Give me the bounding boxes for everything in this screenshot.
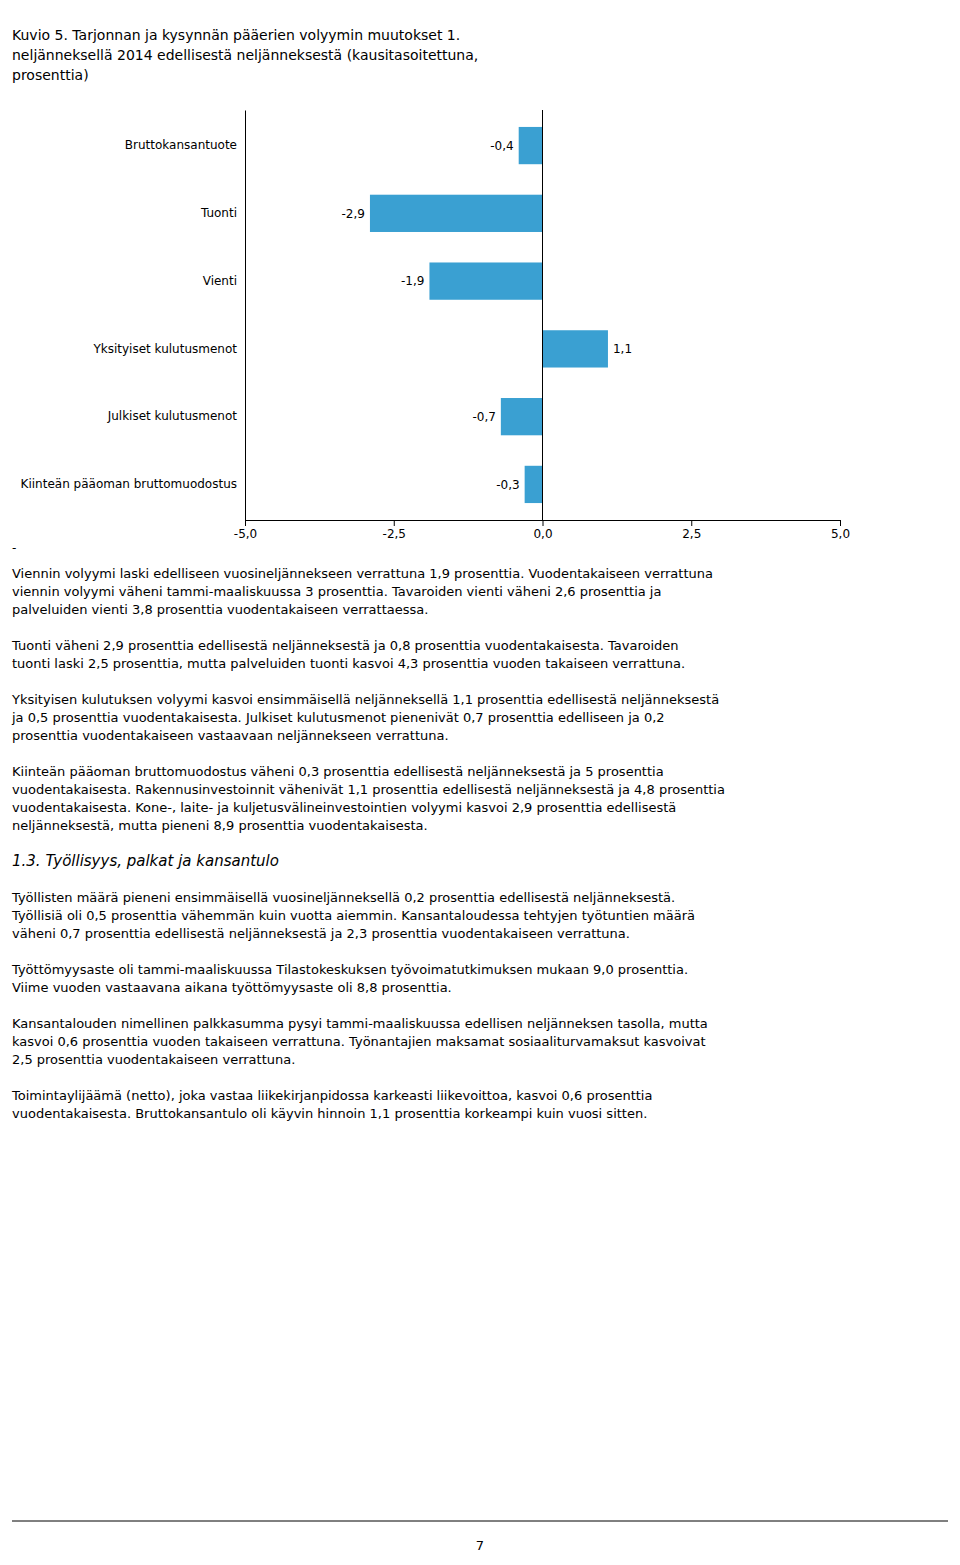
category-label: Julkiset kulutusmenot [107,409,238,423]
x-tick-mark [691,520,692,526]
dash: - [12,541,16,555]
body-line: ja 0,5 prosenttia vuodentakaisesta. Julk… [11,710,665,725]
body-line: Toimintaylijäämä (netto), joka vastaa li… [11,1088,652,1103]
body-line: viennin volyymi väheni tammi-maaliskuuss… [12,584,661,599]
body-line: Viime vuoden vastaavana aikana työttömyy… [12,980,452,995]
bar [370,195,543,232]
body-line: Työllisiä oli 0,5 prosenttia vähemmän ku… [11,908,695,923]
x-tick-label: -2,5 [383,527,406,541]
data-label: -0,3 [496,478,519,492]
body-line: vuodentakaisesta. Kone-, laite- ja kulje… [12,800,676,815]
data-label: -0,4 [490,139,513,153]
category-label: Yksityiset kulutusmenot [92,342,237,356]
body-line: Työttömyysaste oli tammi-maaliskuussa Ti… [11,962,688,977]
body-line: Yksityisen kulutuksen volyymi kasvoi ens… [11,692,719,707]
y-tick: Bruttokansantuote [125,138,245,152]
body-line: Viennin volyymi laski edelliseen vuosine… [12,566,713,581]
x-tick-label: -5,0 [234,527,257,541]
body-line: Tuonti väheni 2,9 prosenttia edellisestä… [11,638,679,653]
x-tick-mark [245,520,246,526]
body-line: Kiinteän pääoman bruttomuodostus väheni … [12,764,664,779]
bar [429,262,542,299]
body-line: Kansantalouden nimellinen palkkasumma py… [12,1016,708,1031]
data-label: -0,7 [472,410,495,424]
body-text: - Viennin volyymi laski edelliseen vuosin… [11,541,725,1121]
data-labels: -0,4 -2,9 -1,9 1,1 -0,7 -0,3 [342,139,633,492]
y-tick: Julkiset kulutusmenot [107,409,245,423]
y-tick: Tuonti [200,206,245,220]
body-line: vuodentakaisesta. Bruttokansantulo oli k… [12,1106,647,1121]
separator [12,1521,948,1522]
x-tick-mark [840,520,841,526]
title: prosenttia) [12,67,89,83]
y-axis: Bruttokansantuote Tuonti Vienti Yksityiset … [21,111,246,521]
data-label: 1,1 [613,342,632,356]
chart: -5,0 -2,5 0,0 2,5 5,0 Bruttokansantuote Tuonti… [21,110,851,541]
x-tick-label: 5,0 [831,527,850,541]
body-line: 2,5 prosenttia vuodentakaiseen verrattun… [12,1052,295,1067]
body-line: prosenttia vuodentakaiseen vastaavaan ne… [12,728,449,743]
category-label: Tuonti [200,206,237,220]
body-line: väheni 0,7 prosenttia edellisestä neljän… [12,926,630,941]
y-tick: Yksityiset kulutusmenot [92,342,245,356]
title: neljänneksellä 2014 edellisestä neljänne… [12,47,478,63]
x-tick-label: 0,0 [533,527,552,541]
category-label: Bruttokansantuote [125,138,237,152]
bar [501,398,543,435]
body-line: kasvoi 0,6 prosenttia vuoden takaiseen v… [12,1034,706,1049]
bars [370,127,608,503]
page-number: 7 [476,1538,484,1553]
y-tick: Vienti [203,274,245,288]
body-line: Työllisten määrä pieneni ensimmäisellä v… [11,890,675,905]
body-line: vuodentakaisesta. Rakennusinvestoinnit v… [12,782,725,797]
body-line: neljänneksestä, mutta pieneni 8,9 prosen… [12,818,428,833]
x-axis-line [246,521,841,527]
x-tick: 2,5 [682,520,701,541]
body-line: palveluiden vienti 3,8 prosenttia vuoden… [12,602,428,617]
x-tick-mark [394,520,395,526]
page: Kuvio 5. Tarjonnan ja kysynnän pääerien … [0,0,960,1565]
category-label: Kiinteän pääoman bruttomuodostus [21,477,237,491]
section-header: 1.3. Työllisyys, palkat ja kansantulo [12,852,279,870]
zero-line [542,110,543,520]
bar [525,466,543,503]
y-axis-line [245,111,246,521]
x-tick: -5,0 [234,520,257,541]
x-tick: 0,0 [533,520,552,541]
data-label: -1,9 [401,274,424,288]
body-line: tuonti laski 2,5 prosenttia, mutta palve… [12,656,685,671]
title: Kuvio 5. Tarjonnan ja kysynnän pääerien … [12,27,460,43]
x-tick: -2,5 [383,520,406,541]
bar [543,330,608,367]
data-label: -2,9 [342,207,365,221]
x-tick-label: 2,5 [682,527,701,541]
category-label: Vienti [203,274,237,288]
x-axis: -5,0 -2,5 0,0 2,5 5,0 [234,520,850,541]
y-tick: Kiinteän pääoman bruttomuodostus [21,477,245,491]
bar [519,127,543,164]
background [0,0,960,1565]
x-tick-mark [543,520,544,526]
x-tick: 5,0 [831,520,850,541]
